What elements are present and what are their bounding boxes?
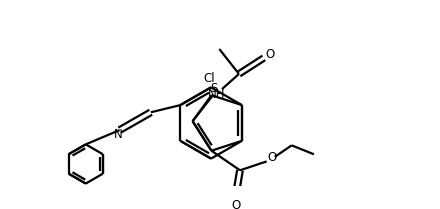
Text: NH: NH (208, 88, 225, 101)
Text: O: O (268, 151, 277, 164)
Text: N: N (114, 128, 123, 141)
Text: Cl: Cl (203, 72, 215, 85)
Text: S: S (210, 83, 218, 96)
Text: O: O (265, 48, 275, 61)
Text: O: O (231, 199, 240, 209)
